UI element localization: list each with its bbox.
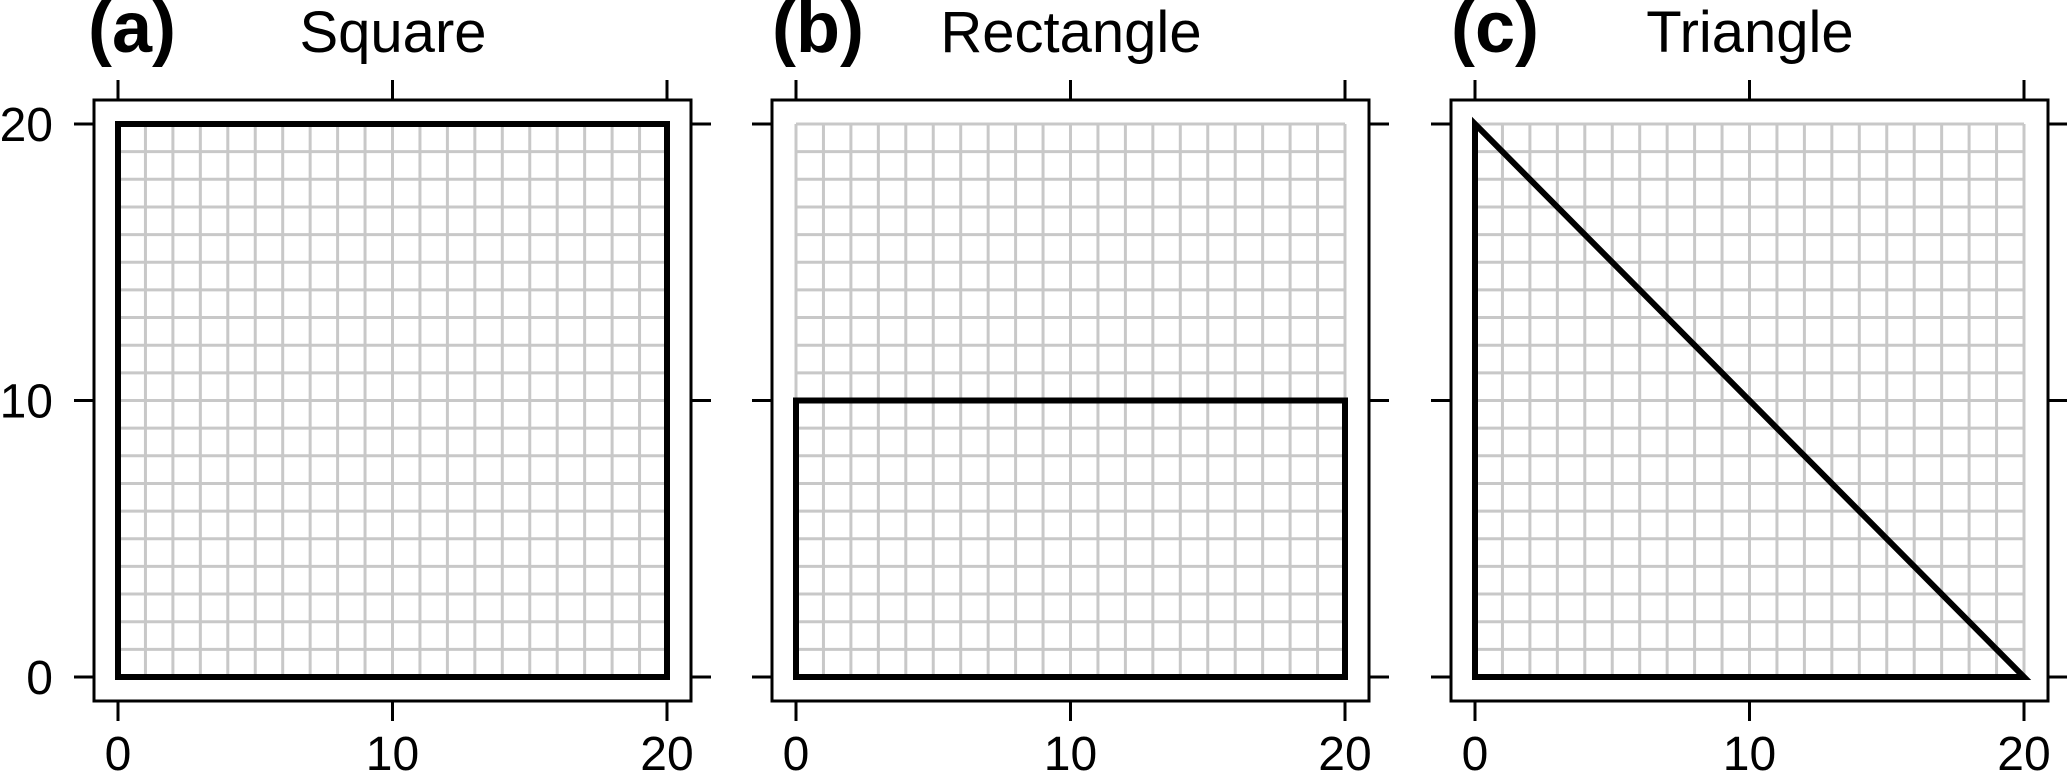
shape-outline xyxy=(793,397,1348,680)
x-tick-label: 20 xyxy=(1997,728,2050,771)
panel-b: (b) Rectangle 0 10 20 xyxy=(752,0,1389,771)
x-tick-label: 10 xyxy=(1044,728,1097,771)
panel-a: (a) Square 0 10 20 0 10 20 xyxy=(0,0,711,771)
x-tick-label: 0 xyxy=(105,728,132,771)
panel-title: Triangle xyxy=(1646,0,1853,65)
panel-label: (b) xyxy=(772,0,864,68)
panel-label: (a) xyxy=(88,0,176,68)
x-tick-label: 20 xyxy=(1318,728,1371,771)
panel-title: Rectangle xyxy=(940,0,1201,65)
shape-outline xyxy=(115,121,670,680)
x-tick-label: 20 xyxy=(640,728,693,771)
x-tick-label: 10 xyxy=(1723,728,1776,771)
panel-plot: 0 10 20 0 10 20 xyxy=(0,80,711,771)
y-tick-label: 10 xyxy=(0,376,53,429)
grid xyxy=(116,122,669,679)
x-tick-label: 10 xyxy=(366,728,419,771)
panel-plot: 0 10 20 xyxy=(752,80,1389,771)
shape-outline xyxy=(1472,116,2032,680)
x-tick-label: 0 xyxy=(1462,728,1489,771)
y-tick-label: 0 xyxy=(26,652,53,705)
x-tick-label: 0 xyxy=(783,728,810,771)
panel-label: (c) xyxy=(1451,0,1539,68)
y-tick-label: 20 xyxy=(0,99,53,152)
panel-plot: 0 10 20 xyxy=(1431,80,2067,771)
panel-c: (c) Triangle 0 10 20 xyxy=(1431,0,2067,771)
panel-title: Square xyxy=(299,0,486,65)
